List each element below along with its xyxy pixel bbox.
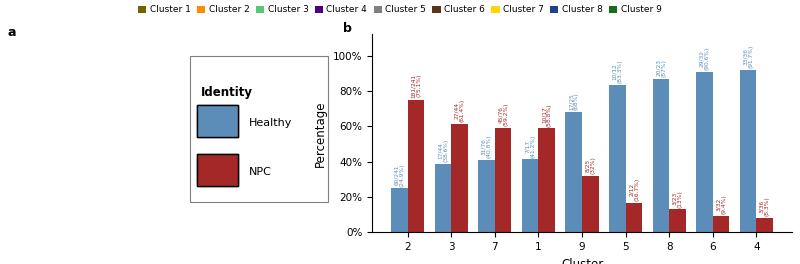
Bar (740, 70, 756, 232)
Bar (582, 176, 598, 232)
Bar (696, 72, 713, 232)
Text: 10/17
(58.8%): 10/17 (58.8%) (542, 103, 552, 127)
FancyBboxPatch shape (198, 154, 238, 186)
Text: NPC: NPC (249, 167, 272, 177)
Text: 3/32
(9.4%): 3/32 (9.4%) (716, 194, 726, 214)
Text: Healthy: Healthy (249, 118, 292, 128)
Text: 8/25
(32%): 8/25 (32%) (585, 156, 595, 174)
Y-axis label: Percentage: Percentage (314, 100, 327, 167)
Bar (538, 128, 555, 232)
FancyBboxPatch shape (198, 105, 238, 137)
Legend: Cluster 1, Cluster 2, Cluster 3, Cluster 4, Cluster 5, Cluster 6, Cluster 7, Clu: Cluster 1, Cluster 2, Cluster 3, Cluster… (137, 4, 663, 15)
Bar (391, 188, 408, 232)
Text: 3/23
(13%): 3/23 (13%) (672, 190, 682, 208)
Text: 29/32
(90.6%): 29/32 (90.6%) (699, 47, 710, 70)
Text: 33/36
(91.7%): 33/36 (91.7%) (743, 45, 754, 68)
Bar (669, 209, 686, 232)
Bar (495, 128, 511, 232)
Bar (609, 85, 626, 232)
Text: 17/44
(38.6%): 17/44 (38.6%) (438, 139, 448, 162)
Text: 17/25
(68%): 17/25 (68%) (569, 93, 579, 110)
Text: 10/12
(83.3%): 10/12 (83.3%) (612, 60, 622, 83)
Text: 20/23
(87%): 20/23 (87%) (656, 59, 666, 77)
Bar (478, 160, 495, 232)
Bar (522, 159, 538, 232)
X-axis label: Cluster: Cluster (561, 258, 603, 264)
Text: Identity: Identity (201, 86, 253, 99)
Text: 60/241
(24.9%): 60/241 (24.9%) (394, 163, 405, 187)
Bar (434, 164, 451, 232)
Text: a: a (8, 26, 17, 39)
Bar (653, 78, 669, 232)
Bar (756, 218, 773, 232)
Bar (190, 56, 328, 202)
Text: 7/17
(41.2%): 7/17 (41.2%) (525, 134, 535, 158)
Text: b: b (342, 22, 351, 35)
Bar (713, 216, 730, 232)
Bar (451, 124, 468, 232)
Bar (566, 112, 582, 232)
Text: 181/241
(75.1%): 181/241 (75.1%) (410, 74, 421, 98)
Text: 31/76
(40.8%): 31/76 (40.8%) (482, 135, 492, 158)
Text: 3/36
(8.3%): 3/36 (8.3%) (759, 196, 770, 216)
Text: 45/76
(59.2%): 45/76 (59.2%) (498, 102, 508, 126)
Bar (626, 203, 642, 232)
Bar (408, 100, 424, 232)
Text: 27/44
(61.4%): 27/44 (61.4%) (454, 99, 465, 122)
Text: 2/12
(16.7%): 2/12 (16.7%) (629, 178, 639, 201)
